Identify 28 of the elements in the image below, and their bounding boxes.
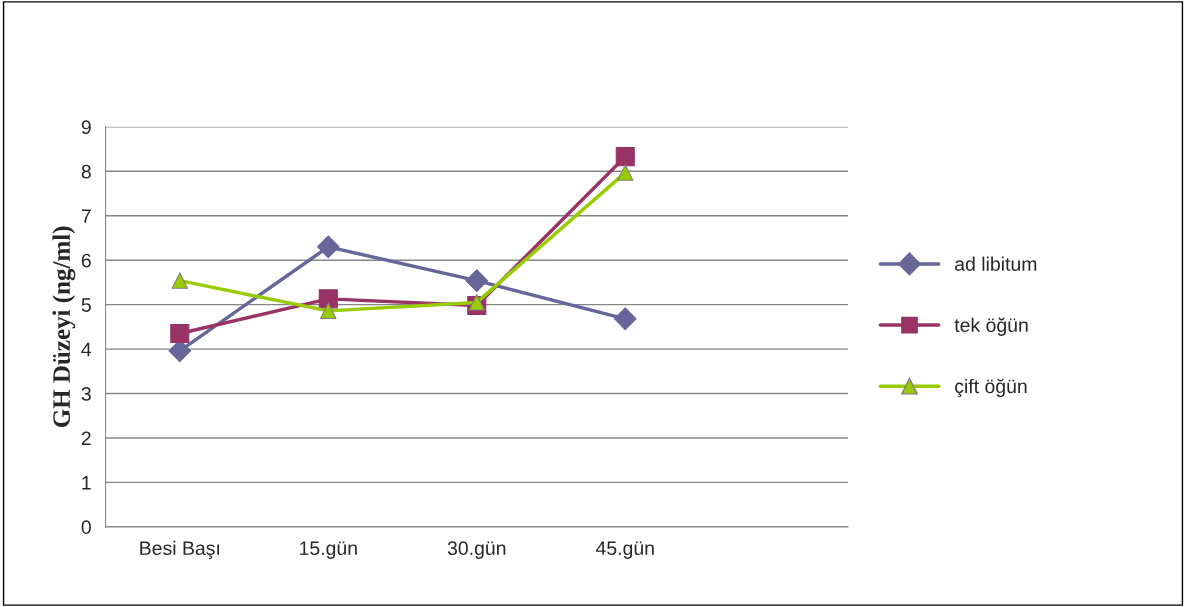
y-tick-label: 0 bbox=[81, 520, 91, 535]
x-tick-label: 45.gün bbox=[595, 541, 654, 559]
point bbox=[316, 235, 340, 259]
x-tick-label: Besi Başı bbox=[140, 540, 220, 559]
point bbox=[171, 272, 188, 289]
y-tick-label: 9 bbox=[81, 120, 91, 135]
y-tick-label: 5 bbox=[81, 298, 91, 312]
y-tick-label: 3 bbox=[81, 387, 91, 401]
point bbox=[613, 307, 637, 331]
point bbox=[615, 147, 635, 167]
y-tick-label: 6 bbox=[81, 253, 91, 268]
point bbox=[468, 294, 485, 311]
point bbox=[318, 289, 338, 309]
point bbox=[320, 302, 337, 320]
legend-label: ad libitum bbox=[955, 256, 1037, 271]
x-tick-label: 30.gün bbox=[447, 541, 506, 559]
point bbox=[617, 164, 634, 181]
y-tick-label: 2 bbox=[81, 431, 91, 446]
y-tick-label: 7 bbox=[81, 209, 91, 223]
legend-label: çift öğün bbox=[955, 378, 1027, 398]
y-tick-label: 8 bbox=[81, 164, 91, 179]
point bbox=[465, 269, 489, 292]
legend-label: tek öğün bbox=[954, 317, 1028, 336]
x-tick-label: 15.gün bbox=[300, 541, 357, 559]
point bbox=[170, 323, 190, 344]
y-tick-label: 1 bbox=[82, 476, 91, 490]
y-tick-label: 4 bbox=[81, 342, 92, 357]
y-axis-title: GH Düzeyi (ng/ml) bbox=[52, 226, 76, 428]
